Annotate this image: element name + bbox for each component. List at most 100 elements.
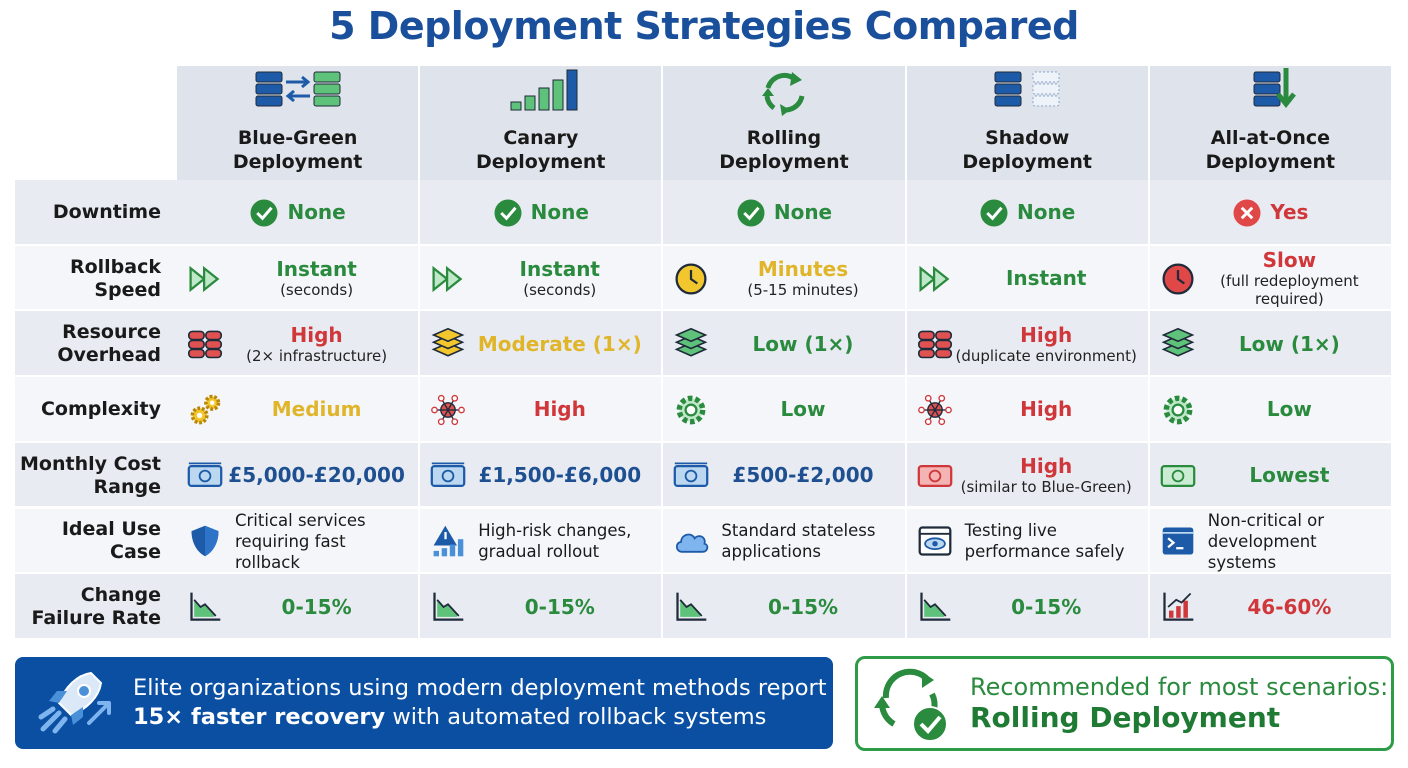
cell-icon — [918, 526, 952, 556]
column-header: Blue-Green Deployment — [177, 66, 421, 180]
cell-icon — [919, 265, 949, 292]
table-cell: Minutes (5-15 minutes) — [663, 245, 907, 312]
recommend-icon — [874, 668, 948, 742]
cell-value: Instant — [1005, 266, 1087, 291]
cell-note: (seconds) — [523, 281, 597, 300]
cell-icon — [917, 394, 952, 426]
cell-value: High — [1020, 454, 1073, 479]
cell-value: None — [773, 200, 833, 225]
cell-icon — [919, 592, 950, 621]
cell-icon — [187, 462, 223, 487]
cell-icon — [433, 592, 464, 621]
cell-note: (seconds) — [280, 281, 354, 300]
banner-highlight: 15× faster recovery — [133, 704, 386, 730]
table-cell: High (2× infrastructure) — [177, 311, 421, 378]
banner-text: Elite organizations using modern deploym… — [133, 674, 827, 732]
column-title: Rolling Deployment — [719, 127, 849, 173]
cell-icon — [189, 265, 220, 292]
cell-text: High — [466, 398, 661, 421]
header-icon — [510, 69, 578, 111]
row-label: Ideal Use Case — [15, 509, 177, 575]
cell-text: Low (1×) — [709, 331, 904, 356]
cell-icon — [737, 199, 765, 227]
cell-text: Instant (seconds) — [223, 257, 418, 300]
table-cell: Instant (seconds) — [420, 245, 664, 312]
table-cell: 0-15% — [177, 574, 421, 640]
table-cell: 0-15% — [663, 574, 907, 640]
table-cell: High-risk changes, gradual rollout — [420, 508, 664, 575]
row-label-text: Rollback Speed — [69, 255, 161, 301]
cell-icon — [1163, 592, 1194, 621]
table-cell: Moderate (1×) — [420, 311, 664, 378]
cell-text: Non-critical or development systems — [1196, 510, 1391, 573]
banner-line: Elite organizations using modern deploym… — [133, 675, 827, 701]
column-title: All-at-Once Deployment — [1205, 127, 1336, 173]
cell-value: High — [1020, 397, 1073, 422]
table-cell: 0-15% — [420, 574, 664, 640]
table-cell: Lowest — [1150, 442, 1393, 509]
row-label: Resource Overhead — [15, 311, 177, 377]
cell-text: Instant — [953, 267, 1148, 290]
cell-text: Instant (seconds) — [466, 258, 661, 300]
cell-text: £500-£2,000 — [709, 464, 904, 487]
cell-icon — [676, 533, 709, 554]
cell-text: Moderate (1×) — [466, 331, 661, 356]
cell-text: Low (1×) — [1196, 331, 1391, 356]
cell-value: Standard stateless applications — [721, 521, 876, 562]
cell-icon — [1233, 199, 1261, 227]
cell-text: 0-15% — [223, 595, 418, 619]
cell-icon — [431, 394, 466, 426]
cell-text: 46-60% — [1196, 594, 1391, 619]
cell-value: None — [530, 200, 589, 225]
cell-text: £1,500-£6,000 — [466, 464, 661, 487]
cell-value: Low (1×) — [1238, 331, 1340, 356]
cell-value: £1,500-£6,000 — [478, 463, 642, 488]
cell-icon — [1161, 328, 1195, 357]
cell-icon — [917, 330, 952, 359]
cell-icon — [187, 330, 223, 359]
cell-note: (duplicate environment) — [955, 346, 1137, 365]
cell-value: Critical services requiring fast rollbac… — [235, 510, 366, 572]
recommendation-highlight: Rolling Deployment — [970, 701, 1281, 734]
cell-icon — [1160, 464, 1196, 487]
table-cell: Critical services requiring fast rollbac… — [177, 508, 421, 575]
header-icon — [761, 72, 805, 116]
cell-value: Slow — [1262, 248, 1317, 273]
column-title: Shadow Deployment — [962, 127, 1092, 173]
cell-icon — [675, 263, 707, 295]
row-label: Complexity — [15, 377, 177, 443]
cell-text: None — [1009, 201, 1075, 224]
table-cell: Instant — [907, 245, 1150, 312]
cell-value: £5,000-£20,000 — [228, 463, 405, 488]
title: 5 Deployment Strategies Compared — [329, 4, 1079, 48]
table-cell: None — [663, 180, 907, 246]
table-cell: High (duplicate environment) — [907, 311, 1150, 378]
cell-text: Slow (full redeployment required) — [1196, 248, 1391, 309]
table-cell: Low (1×) — [1150, 311, 1393, 378]
cell-value: High — [1020, 322, 1073, 347]
rocket-icon — [38, 671, 111, 734]
cell-value: Moderate (1×) — [477, 331, 642, 356]
cell-text: High — [953, 398, 1148, 421]
cell-text: High (similar to Blue-Green) — [953, 454, 1148, 497]
cell-icon — [191, 526, 219, 557]
header-icon — [255, 71, 341, 107]
cell-icon — [494, 199, 522, 227]
cell-icon — [433, 526, 464, 557]
cell-value: High — [290, 322, 343, 347]
cell-note: (similar to Blue-Green) — [960, 478, 1132, 497]
cell-icon — [250, 199, 278, 227]
cell-icon — [1163, 395, 1193, 425]
cell-value: 46-60% — [1247, 594, 1332, 619]
cell-value: Instant — [276, 257, 357, 282]
cell-value: Yes — [1270, 200, 1309, 225]
cell-text: High (2× infrastructure) — [223, 322, 418, 365]
cell-icon — [676, 395, 706, 425]
cell-value: Low (1×) — [752, 331, 854, 356]
cell-value: Low — [780, 397, 826, 422]
table-cell: Instant (seconds) — [177, 245, 421, 312]
cell-icon — [1162, 263, 1194, 295]
column-header: Canary Deployment — [420, 66, 664, 180]
cell-text: Standard stateless applications — [709, 520, 904, 562]
table-cell: None — [907, 180, 1150, 246]
